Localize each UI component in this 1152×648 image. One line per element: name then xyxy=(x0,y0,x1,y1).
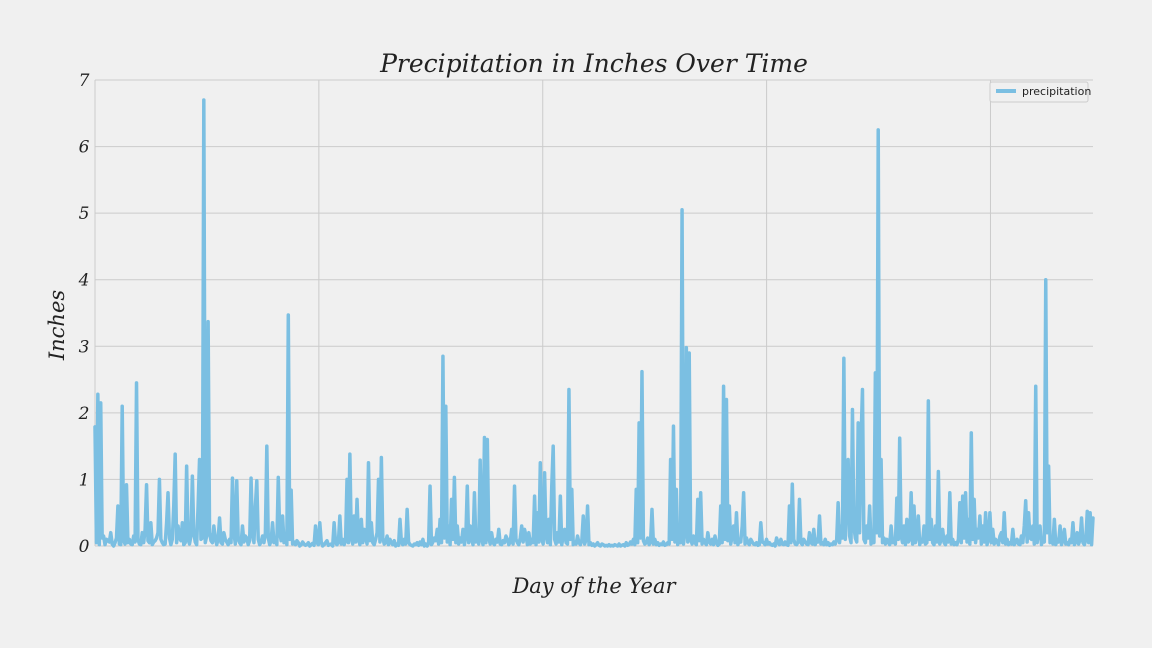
series-layer xyxy=(93,98,1095,548)
y-axis-label: Inches xyxy=(45,290,69,362)
y-tick-label: 0 xyxy=(79,537,90,557)
y-tick-label: 3 xyxy=(79,337,90,357)
legend: precipitation xyxy=(989,81,1091,103)
y-tick-labels: 0 1 2 3 4 5 6 7 xyxy=(78,71,90,557)
legend-frame xyxy=(989,81,1089,103)
series-line-precipitation xyxy=(93,98,1095,548)
y-tick-label: 5 xyxy=(79,204,90,224)
x-axis-label: Day of the Year xyxy=(511,574,677,598)
y-tick-label: 4 xyxy=(78,271,90,291)
y-tick-label: 2 xyxy=(78,404,90,424)
y-tick-label: 6 xyxy=(79,138,90,158)
y-tick-label: 1 xyxy=(79,470,90,490)
grid-layer xyxy=(94,79,1093,547)
y-tick-label: 7 xyxy=(79,71,90,91)
legend-label-precipitation: precipitation xyxy=(1022,85,1091,98)
chart-title: Precipitation in Inches Over Time xyxy=(379,49,808,78)
